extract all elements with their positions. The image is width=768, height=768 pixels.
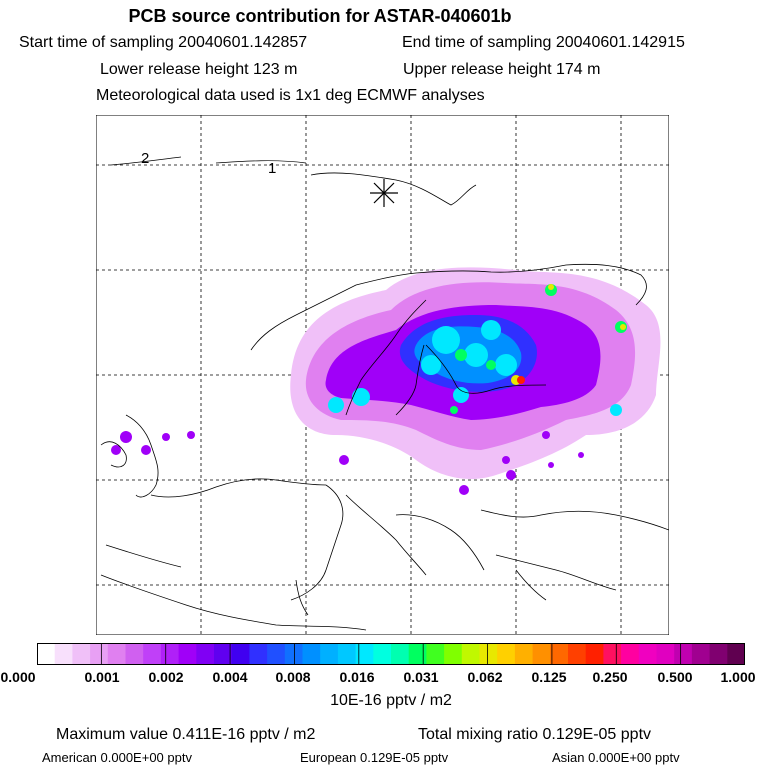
colorbar-cell <box>37 643 56 665</box>
colorbar-cell <box>337 643 356 665</box>
colorbar-cell <box>408 643 427 665</box>
colorbar-cell <box>585 643 604 665</box>
colorbar <box>37 643 745 665</box>
colorbar-cell <box>267 643 286 665</box>
cyan-blobs <box>328 320 622 416</box>
colorbar-tick-label: 0.001 <box>84 669 120 685</box>
colorbar-cell <box>656 643 675 665</box>
colorbar-cell <box>603 643 622 665</box>
colorbar-cell <box>391 643 410 665</box>
colorbar-tick-label: 0.002 <box>148 669 184 685</box>
contour-lines <box>110 156 307 166</box>
colorbar-cell <box>355 643 374 665</box>
european-label: European 0.129E-05 pptv <box>300 750 449 765</box>
colorbar-cell <box>214 643 233 665</box>
plume-field <box>111 267 661 495</box>
colorbar-cell <box>532 643 551 665</box>
colorbar-cell <box>54 643 73 665</box>
plot-title: PCB source contribution for ASTAR-040601… <box>128 6 512 26</box>
colorbar-cell <box>160 643 179 665</box>
colorbar-tick-label: 0.250 <box>592 669 628 685</box>
total-mixing-ratio-label: Total mixing ratio 0.129E-05 pptv <box>418 726 652 743</box>
asian-label: Asian 0.000E+00 pptv <box>552 750 680 765</box>
colorbar-cell <box>444 643 463 665</box>
colorbar-cell <box>568 643 587 665</box>
max-value-label: Maximum value 0.411E-16 pptv / m2 <box>56 726 316 743</box>
colorbar-cell <box>621 643 640 665</box>
colorbar-cell <box>72 643 91 665</box>
colorbar-tick-label: 0.008 <box>275 669 311 685</box>
colorbar-cell <box>691 643 710 665</box>
colorbar-cells <box>37 643 745 665</box>
contour-label-1: 1 <box>268 160 276 177</box>
contour-label-2: 2 <box>141 150 149 167</box>
colorbar-cell <box>514 643 533 665</box>
asterisk-icon <box>370 179 398 207</box>
upper-release-height-label: Upper release height 174 m <box>403 61 601 78</box>
colorbar-cell <box>320 643 339 665</box>
plume-peak <box>517 376 525 384</box>
colorbar-cell <box>302 643 321 665</box>
colorbar-cell <box>727 643 745 665</box>
colorbar-tick-label: 1.000 <box>720 669 756 685</box>
colorbar-tick-label: 0.016 <box>339 669 375 685</box>
colorbar-cell <box>196 643 215 665</box>
colorbar-tick-label: 0.125 <box>531 669 567 685</box>
colorbar-cell <box>178 643 197 665</box>
lower-release-height-label: Lower release height 123 m <box>100 61 298 78</box>
colorbar-cell <box>284 643 303 665</box>
colorbar-cell <box>426 643 445 665</box>
colorbar-cell <box>638 643 657 665</box>
colorbar-cell <box>249 643 268 665</box>
colorbar-cell <box>125 643 144 665</box>
colorbar-cell <box>550 643 569 665</box>
coastlines <box>100 172 669 631</box>
start-time-label: Start time of sampling 20040601.142857 <box>19 34 308 51</box>
colorbar-cell <box>373 643 392 665</box>
colorbar-tick-label: 0.062 <box>467 669 503 685</box>
colorbar-tick-label: 0.500 <box>657 669 693 685</box>
colorbar-cell <box>479 643 498 665</box>
colorbar-cell <box>231 643 250 665</box>
colorbar-cell <box>674 643 693 665</box>
scattered-spots <box>111 431 584 495</box>
american-label: American 0.000E+00 pptv <box>42 750 192 765</box>
colorbar-cell <box>143 643 162 665</box>
colorbar-cell <box>90 643 109 665</box>
met-data-label: Meteorological data used is 1x1 deg ECMW… <box>96 87 485 104</box>
map-panel: 2 1 <box>96 115 669 635</box>
end-time-label: End time of sampling 20040601.142915 <box>402 34 685 51</box>
colorbar-frame <box>37 643 745 665</box>
colorbar-unit-label: 10E-16 pptv / m2 <box>330 692 452 709</box>
colorbar-tick-label: 0.000 <box>0 669 36 685</box>
colorbar-tick-label: 0.004 <box>212 669 248 685</box>
colorbar-tick-label: 0.031 <box>403 669 439 685</box>
colorbar-cell <box>461 643 480 665</box>
colorbar-cell <box>107 643 126 665</box>
colorbar-cell <box>709 643 728 665</box>
colorbar-cell <box>497 643 516 665</box>
